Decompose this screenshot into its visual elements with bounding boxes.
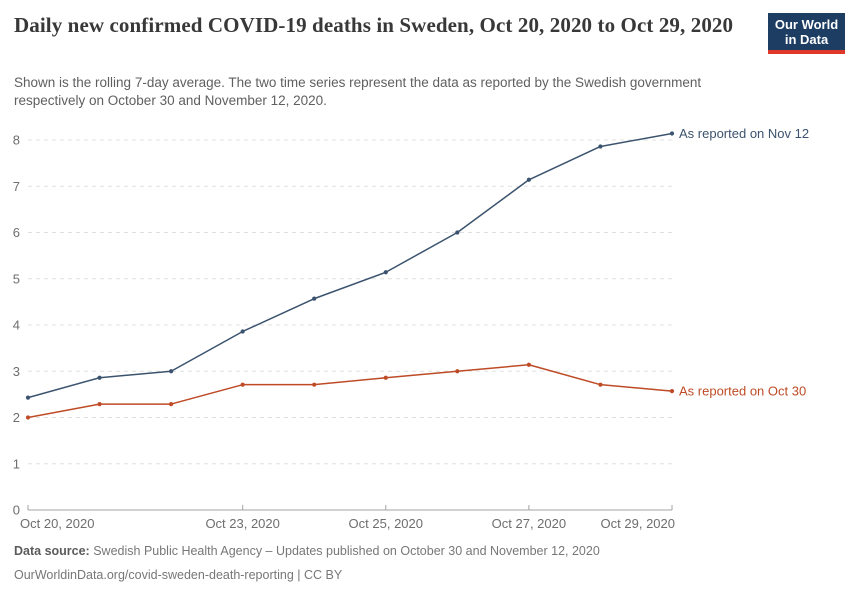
data-point[interactable]	[455, 369, 460, 374]
data-point[interactable]	[97, 401, 102, 407]
footer-url-line: OurWorldinData.org/covid-sweden-death-re…	[14, 568, 343, 582]
data-point[interactable]	[312, 382, 317, 387]
data-point[interactable]	[383, 270, 388, 275]
data-point[interactable]	[598, 382, 603, 387]
line-chart-canvas[interactable]: 0 1 2 3 4 5 6 7 8 Oct 20, 2020 Oct 23, 2020 Oct 25,…	[0, 120, 850, 540]
y-tick-label: 5	[13, 271, 20, 286]
data-point[interactable]	[526, 362, 531, 367]
x-tick-label: Oct 25, 2020	[349, 516, 423, 531]
data-point[interactable]	[669, 389, 675, 394]
series-line-nov12[interactable]	[27, 132, 673, 399]
owid-logo[interactable]: Our World in Data	[768, 13, 845, 54]
data-point[interactable]	[169, 369, 174, 374]
data-point[interactable]	[169, 401, 174, 407]
y-tick-label: 2	[13, 410, 20, 425]
series-line-oct30[interactable]	[27, 364, 673, 419]
page-title: Daily new confirmed COVID-19 deaths in S…	[14, 13, 734, 37]
y-tick-label: 6	[13, 225, 20, 240]
data-point[interactable]	[240, 329, 245, 334]
y-tick-label: 0	[13, 503, 20, 518]
data-source-label: Data source:	[14, 544, 90, 558]
x-tick-label: Oct 23, 2020	[205, 516, 279, 531]
y-tick-label: 8	[13, 133, 20, 148]
data-point[interactable]	[383, 375, 388, 380]
chart-subtitle: Shown is the rolling 7-day average. The …	[14, 75, 702, 108]
data-point[interactable]	[598, 144, 603, 149]
data-point[interactable]	[455, 230, 460, 235]
owid-logo-stripe	[768, 50, 845, 54]
data-source-line: Data source: Swedish Public Health Agenc…	[14, 544, 600, 559]
x-tick-label: Oct 27, 2020	[492, 516, 566, 531]
y-tick-label: 3	[13, 364, 20, 379]
owid-logo-line2: in Data	[784, 32, 829, 47]
owid-logo-line1: Our World	[774, 17, 839, 32]
y-tick-label: 1	[13, 456, 20, 471]
data-point[interactable]	[240, 382, 245, 387]
data-point[interactable]	[25, 415, 31, 420]
data-point[interactable]	[25, 395, 31, 400]
y-tick-label: 7	[13, 179, 20, 194]
data-point[interactable]	[97, 375, 102, 380]
y-tick-label: 4	[13, 318, 20, 333]
data-point[interactable]	[312, 296, 317, 301]
line-chart-svg: 0 1 2 3 4 5 6 7 8 Oct 20, 2020 Oct 23, 2020 Oct 25,…	[13, 126, 809, 531]
x-tick-label: Oct 29, 2020	[601, 516, 675, 531]
owid-logo-text: Our World in Data	[768, 13, 845, 50]
data-point[interactable]	[669, 131, 675, 136]
data-source-text: Swedish Public Health Agency – Updates p…	[93, 544, 600, 558]
series-end-label-nov12: As reported on Nov 12	[679, 126, 809, 141]
x-tick-label: Oct 20, 2020	[20, 516, 94, 531]
chart-footer: Data source: Swedish Public Health Agenc…	[14, 544, 600, 592]
data-point[interactable]	[526, 177, 531, 182]
series-end-label-oct30: As reported on Oct 30	[679, 384, 806, 399]
